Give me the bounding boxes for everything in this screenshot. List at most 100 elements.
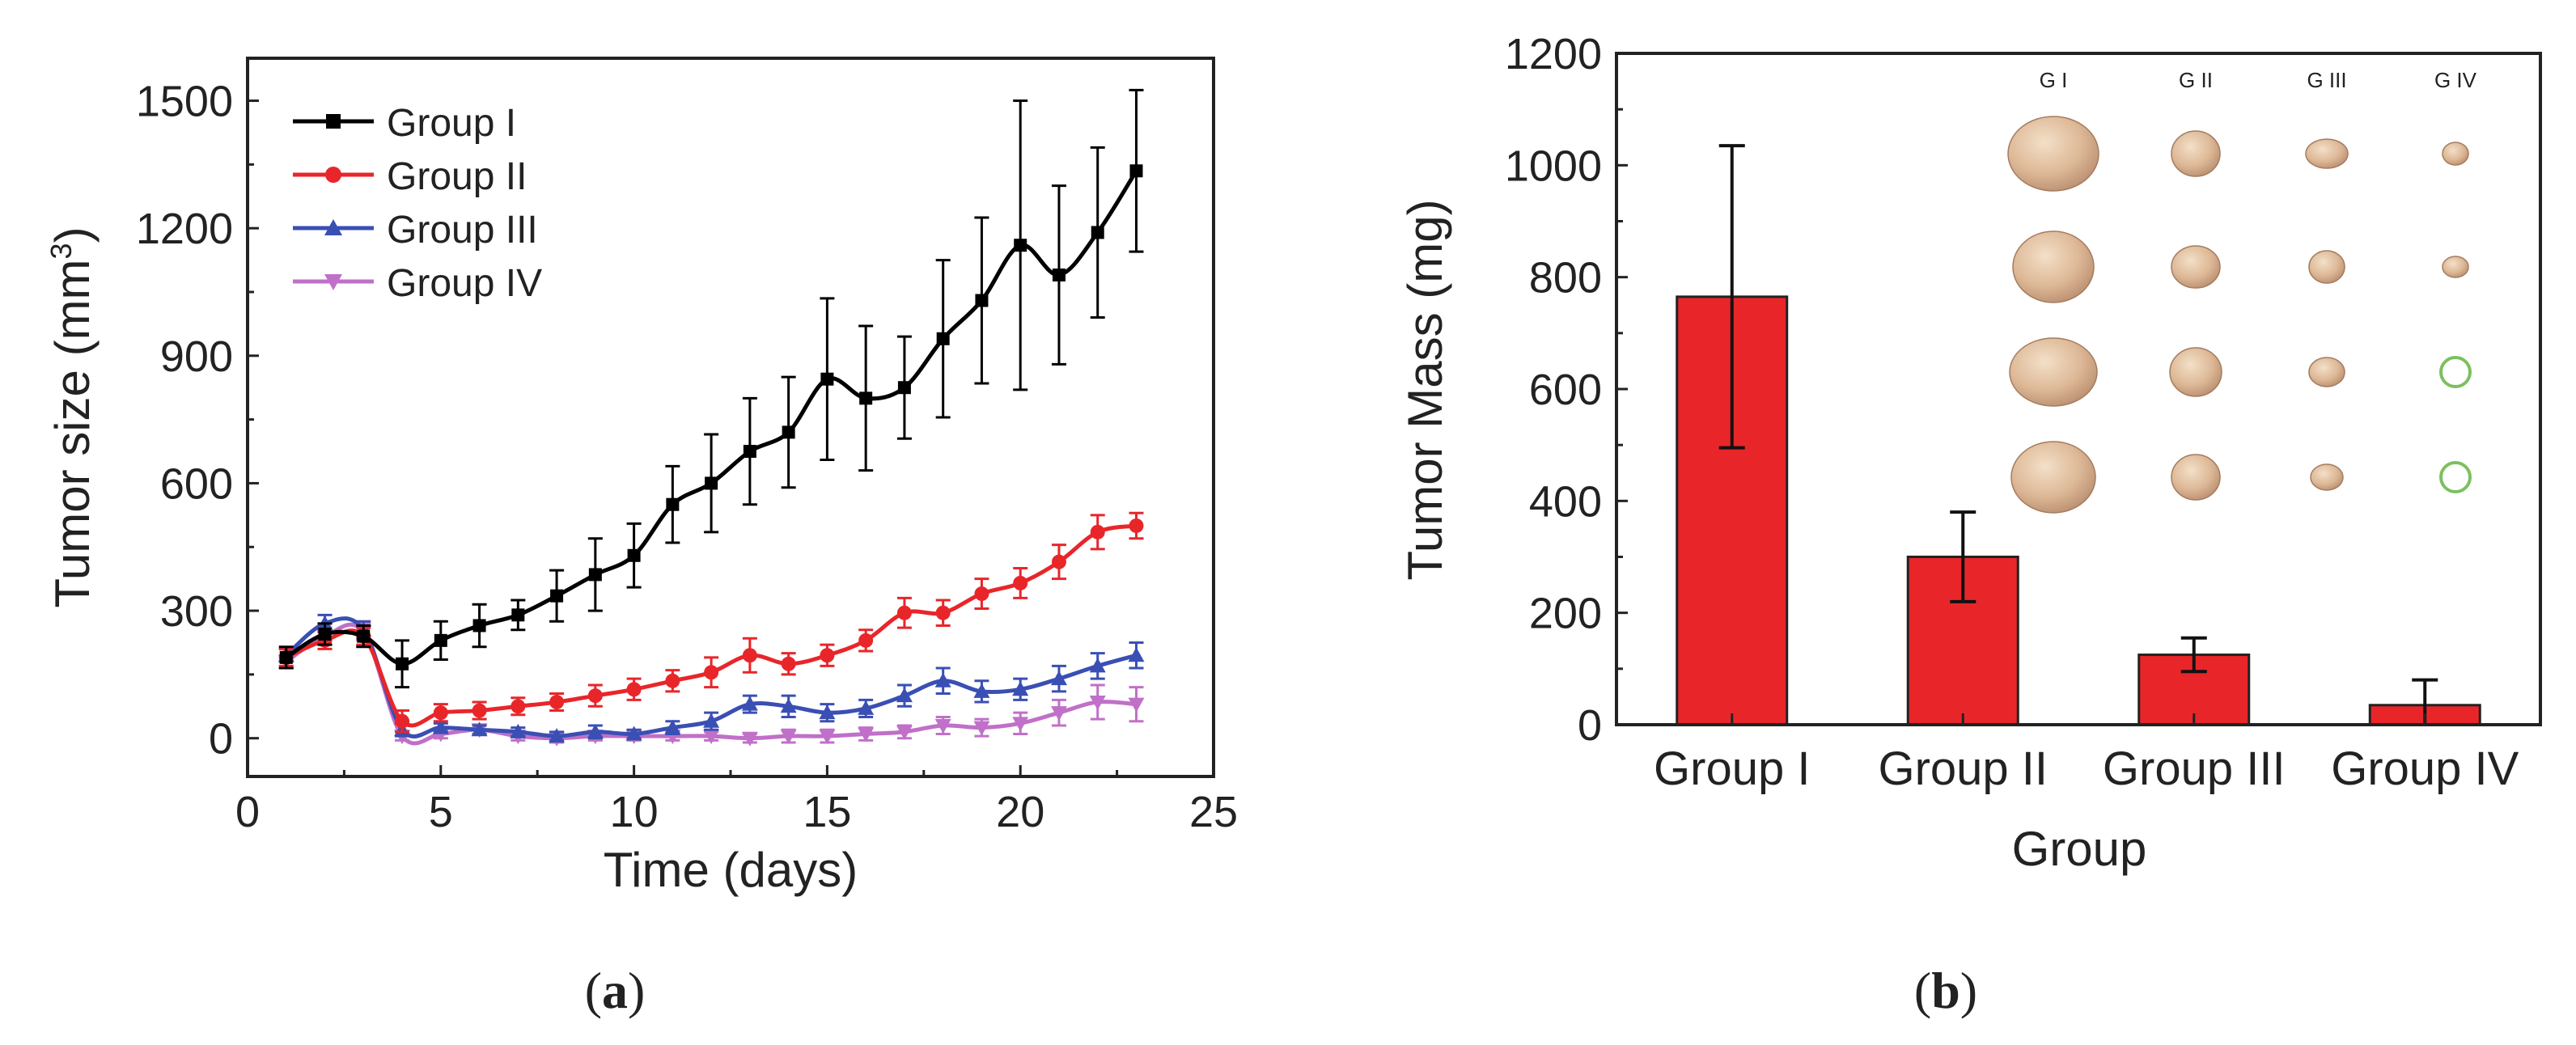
tumor-photo xyxy=(2171,130,2221,177)
data-point xyxy=(1013,575,1028,590)
data-point xyxy=(1090,524,1105,539)
tumor-photo xyxy=(2010,441,2096,514)
data-point xyxy=(325,167,341,183)
data-point xyxy=(625,726,642,741)
data-point xyxy=(742,648,757,663)
y-tick-label: 1200 xyxy=(1505,30,1602,78)
x-tick-label: 20 xyxy=(996,788,1044,836)
x-tick-label: 15 xyxy=(803,788,851,836)
data-point xyxy=(433,705,448,721)
y-tick-label: 1000 xyxy=(1505,142,1602,190)
data-point xyxy=(588,568,602,582)
data-point xyxy=(974,586,989,602)
y-tick-label: 900 xyxy=(160,332,233,381)
y-tick-label: 1200 xyxy=(136,205,233,253)
tumor-photo xyxy=(2169,347,2222,397)
y-tick-label: 600 xyxy=(1529,366,1602,414)
data-point xyxy=(1091,226,1104,239)
bar-chart-plot-frame xyxy=(1615,52,2542,726)
data-point xyxy=(511,699,526,714)
data-point xyxy=(1128,697,1145,713)
data-point xyxy=(627,548,641,562)
data-point xyxy=(395,713,410,729)
y-axis-title-end: ) xyxy=(45,226,100,243)
data-point xyxy=(975,294,989,307)
series-line xyxy=(285,616,1138,738)
data-point xyxy=(549,695,565,710)
data-point xyxy=(935,605,951,620)
data-point xyxy=(666,497,680,511)
x-tick-label: Group II xyxy=(1878,742,2048,795)
data-point xyxy=(741,696,758,711)
y-tick-label: 0 xyxy=(209,715,233,764)
data-point xyxy=(780,730,797,745)
tumor-photo xyxy=(2442,142,2469,166)
data-point xyxy=(781,656,796,671)
data-point xyxy=(859,391,873,405)
y-tick-label: 1500 xyxy=(136,78,233,126)
data-point xyxy=(1052,268,1066,281)
legend-item: Group II xyxy=(293,155,527,198)
tumor-photo xyxy=(2305,138,2349,169)
bar-chart-ticks: 0 200 400 600 800 1000 1200 xyxy=(1505,30,1628,750)
data-point xyxy=(1012,717,1029,732)
tumor-photo-inset: G I G II G III G IV xyxy=(2007,68,2477,514)
data-point xyxy=(587,723,604,738)
legend-label: Group I xyxy=(387,102,516,145)
tumor-photo xyxy=(2009,337,2098,407)
legend-label: Group III xyxy=(387,209,538,252)
x-tick-label: Group IV xyxy=(2331,742,2519,795)
data-point xyxy=(703,713,720,728)
legend-item: Group I xyxy=(293,102,516,145)
bar-chart-bars: Group I Group II Group III Group IV xyxy=(1654,144,2519,795)
tumor-photo xyxy=(2007,116,2099,192)
data-point xyxy=(897,381,911,395)
line-chart-panel: 0 5 10 15 20 25 0 300 600 900 1200 1500 Time (days)… xyxy=(44,57,1238,1019)
data-point xyxy=(434,633,447,647)
line-chart-plot-frame xyxy=(246,57,1215,778)
data-point xyxy=(510,723,527,738)
data-point xyxy=(820,648,835,663)
data-point xyxy=(1128,647,1145,662)
x-tick-label: 5 xyxy=(429,788,453,836)
data-point xyxy=(819,704,836,720)
tumor-photo xyxy=(2308,250,2345,284)
legend-item: Group III xyxy=(293,209,538,252)
data-point xyxy=(1089,696,1106,711)
data-point xyxy=(819,730,836,745)
tumor-photo xyxy=(2310,463,2344,491)
data-point xyxy=(1129,518,1144,533)
data-point xyxy=(432,719,449,734)
data-point xyxy=(703,730,720,745)
data-point xyxy=(326,114,341,129)
y-tick-label: 0 xyxy=(1578,701,1602,750)
tumor-photo xyxy=(2171,454,2221,501)
data-point xyxy=(934,672,951,688)
line-chart-x-axis-title: Time (days) xyxy=(604,843,858,897)
legend-label: Group II xyxy=(387,155,527,198)
data-point xyxy=(704,665,719,680)
data-point xyxy=(743,445,756,459)
x-tick-label: 10 xyxy=(610,788,659,836)
bar-chart-x-axis-title: Group xyxy=(2012,822,2147,876)
data-point xyxy=(973,721,990,736)
data-point xyxy=(665,673,680,688)
data-point xyxy=(1014,239,1027,252)
data-point xyxy=(279,650,293,664)
y-axis-title-superscript: 3 xyxy=(44,243,78,259)
data-point xyxy=(664,719,681,734)
series-group-i xyxy=(278,88,1144,689)
data-point xyxy=(318,627,332,641)
panel-a-caption: (a) xyxy=(585,962,646,1019)
missing-tumor-circle xyxy=(2439,356,2472,388)
data-point xyxy=(324,219,342,235)
panel-b-caption: (b) xyxy=(1914,962,1977,1019)
y-axis-title-main: Tumor size (mm xyxy=(45,259,100,607)
inset-column-label: G III xyxy=(2307,68,2346,92)
data-point xyxy=(896,725,913,740)
data-point xyxy=(858,727,875,742)
data-point xyxy=(626,682,642,697)
data-point xyxy=(511,608,525,622)
